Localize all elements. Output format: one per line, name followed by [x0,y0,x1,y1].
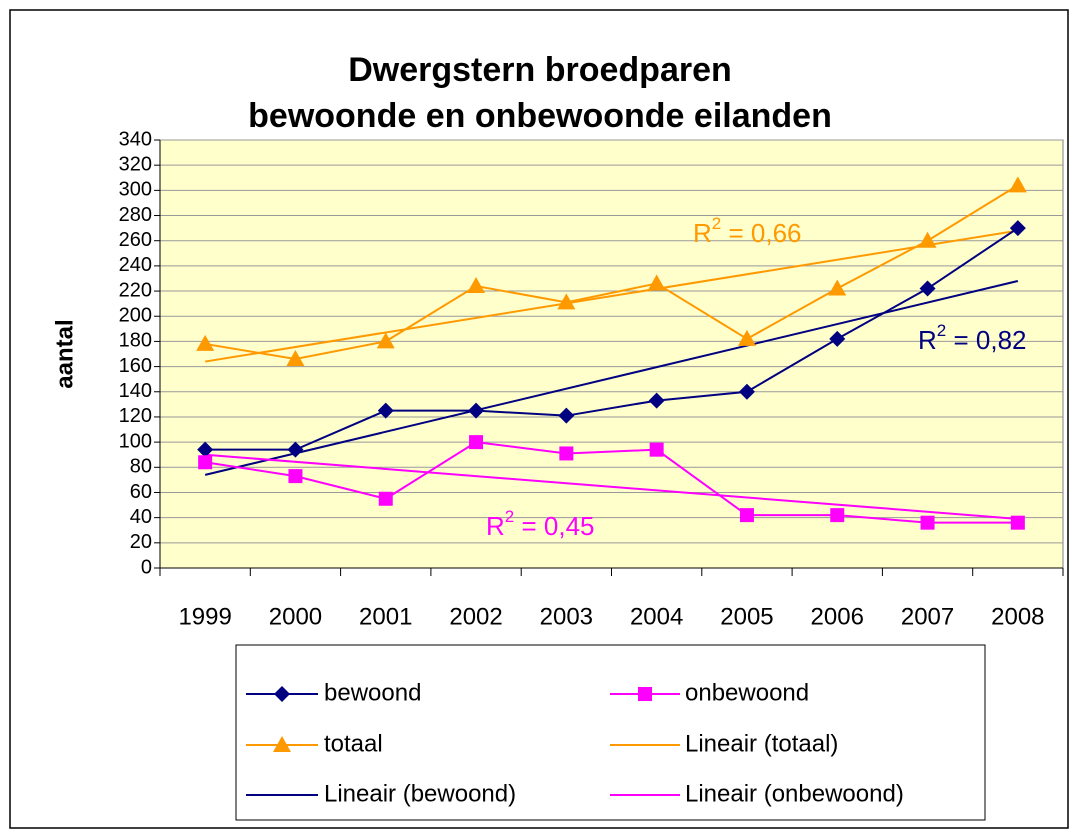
y-tick-label: 160 [119,355,152,377]
data-point [468,402,485,419]
data-point [559,446,574,461]
annotation: R2 = 0,66 [693,214,801,247]
x-tick-label: 1999 [178,603,231,630]
data-point [198,455,213,470]
y-tick-label: 120 [119,405,152,427]
y-tick-label: 40 [130,506,152,528]
x-tick-label: 2008 [991,603,1044,630]
legend-label: Lineair (totaal) [685,730,838,757]
data-point [829,330,846,347]
x-tick-label: 2005 [720,603,773,630]
annotation-sup: 2 [937,321,946,340]
chart-title: Dwergstern broedparen [348,51,732,89]
legend-label: onbewoond [685,679,809,706]
data-point [197,441,214,458]
annotation-sup: 2 [712,214,721,233]
y-tick-label: 280 [119,204,152,226]
y-axis-label: aantal [51,319,78,388]
legend-label: totaal [324,730,383,757]
annotation-part: R [693,218,712,248]
data-point [828,279,847,296]
series-line [204,441,1018,524]
data-point [919,280,936,297]
legend-label: Lineair (onbewoond) [685,780,904,807]
data-point [1010,515,1025,530]
x-tick-label: 2006 [811,603,864,630]
data-point [287,441,304,458]
y-tick-label: 260 [119,229,152,251]
trendline [205,453,1018,520]
data-point [738,383,755,400]
y-tick-label: 0 [141,556,152,578]
x-tick-label: 2002 [449,603,502,630]
y-tick-label: 240 [119,254,152,276]
data-point [737,329,756,346]
legend-label: Lineair (bewoond) [324,780,516,807]
y-tick-label: 20 [130,531,152,553]
plot-area [159,139,1064,569]
data-point [377,402,394,419]
x-tick-label: 2003 [540,603,593,630]
data-point [1008,176,1027,193]
data-point [739,508,754,523]
data-point [920,515,935,530]
annotation-part: R [918,325,937,355]
x-tick-label: 2004 [630,603,683,630]
y-tick-label: 180 [119,330,152,352]
data-point [286,350,305,367]
legend-label: bewoond [324,679,421,706]
x-tick-label: 2007 [901,603,954,630]
data-point [1009,220,1026,237]
x-tick-label: 2001 [359,603,412,630]
y-tick-label: 140 [119,380,152,402]
annotation-part: = 0,66 [721,218,801,248]
x-tick-label: 2000 [269,603,322,630]
y-tick-label: 300 [119,179,152,201]
y-tick-label: 220 [119,279,152,301]
legend-marker [273,736,291,752]
data-point [558,407,575,424]
annotation-part: = 0,45 [514,511,594,541]
annotation-part: = 0,82 [946,325,1026,355]
legend-box [235,644,986,821]
y-tick-label: 60 [130,481,152,503]
data-point [378,491,393,506]
data-point [288,469,303,484]
trendline [204,229,1019,363]
data-point [196,334,215,351]
data-point [648,392,665,409]
data-point [830,508,845,523]
data-point [469,435,484,450]
data-point [467,277,486,294]
data-point [918,231,937,248]
y-tick-label: 340 [119,128,152,150]
legend-marker [638,687,652,701]
data-point [557,293,576,310]
annotation: R2 = 0,45 [486,507,594,540]
data-point [649,442,664,457]
legend-marker [274,686,290,702]
annotation-part: R [486,511,505,541]
y-tick-label: 200 [119,305,152,327]
data-point [376,332,395,349]
chart-title: bewoonde en onbewoonde eilanden [248,97,832,135]
data-point [647,274,666,291]
series-line [204,184,1019,361]
series-line [205,227,1019,451]
y-tick-label: 80 [130,456,152,478]
y-tick-label: 320 [119,153,152,175]
annotation: R2 = 0,82 [918,321,1026,354]
annotation-sup: 2 [505,507,514,526]
y-tick-label: 100 [119,430,152,452]
